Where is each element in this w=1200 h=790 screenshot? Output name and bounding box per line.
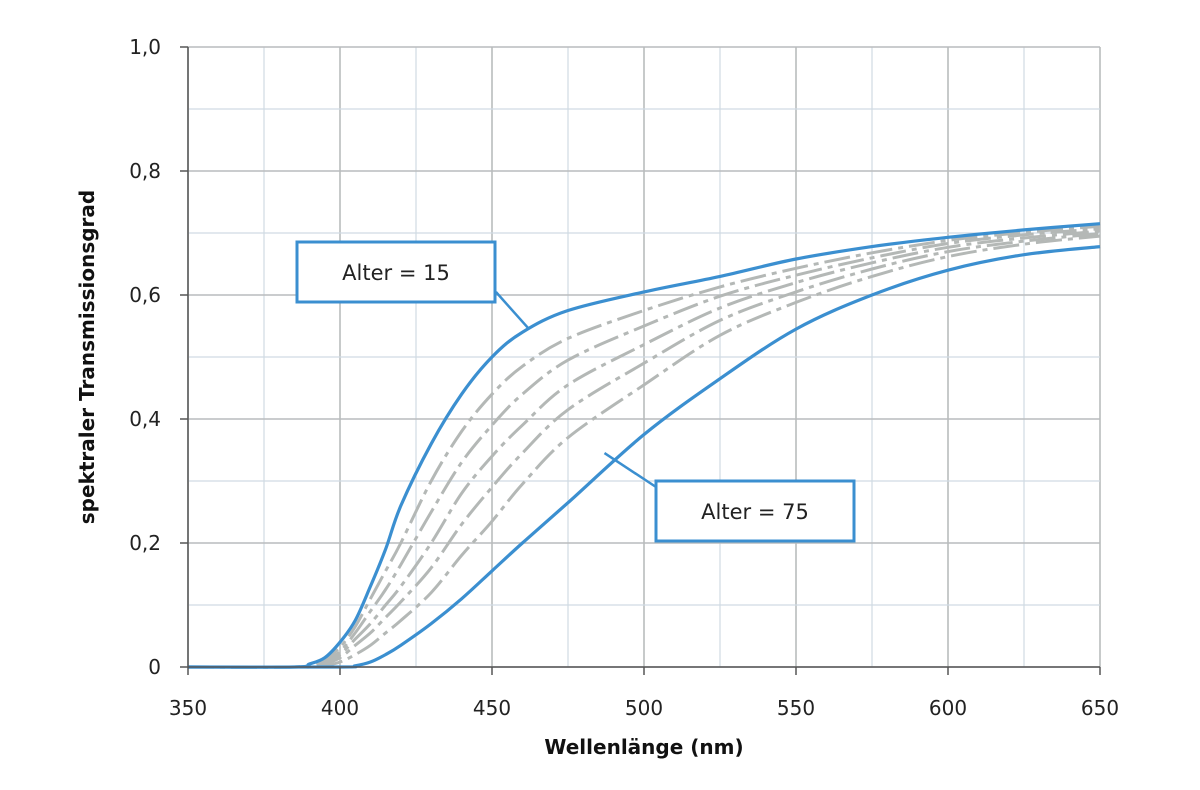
x-axis-title: Wellenlänge (nm) bbox=[544, 735, 743, 759]
y-tick-label: 0,6 bbox=[129, 283, 161, 307]
x-tick-label: 600 bbox=[929, 696, 967, 720]
y-tick-label: 0,2 bbox=[129, 531, 161, 555]
callout-label: Alter = 75 bbox=[701, 500, 809, 524]
grid bbox=[187, 46, 1101, 668]
series-line-highlight bbox=[187, 222, 1101, 669]
x-tick-label: 400 bbox=[321, 696, 359, 720]
x-tick-labels: 350 400 450 500 550 600 650 bbox=[169, 667, 1119, 720]
x-tick-label: 450 bbox=[473, 696, 511, 720]
x-tick-label: 500 bbox=[625, 696, 663, 720]
callout-box bbox=[295, 240, 497, 304]
series-line-highlight bbox=[187, 245, 1101, 669]
series-layer bbox=[187, 222, 1101, 669]
y-tick-labels: 0 0,2 0,4 0,6 0,8 1,0 bbox=[129, 35, 188, 679]
callout-label: Alter = 15 bbox=[342, 261, 450, 285]
y-tick-label: 0 bbox=[148, 655, 161, 679]
annotations: Alter = 15 Alter = 75 bbox=[295, 240, 856, 543]
series-line-intermediate bbox=[187, 232, 1101, 669]
x-tick-label: 550 bbox=[777, 696, 815, 720]
y-axis-title: spektraler Transmissionsgrad bbox=[75, 190, 99, 524]
y-tick-label: 1,0 bbox=[129, 35, 161, 59]
x-tick-label: 350 bbox=[169, 696, 207, 720]
series-line-intermediate bbox=[187, 229, 1101, 669]
callout-leader bbox=[603, 452, 657, 489]
series-line-intermediate bbox=[187, 234, 1101, 669]
y-tick-label: 0,4 bbox=[129, 407, 161, 431]
x-tick-label: 650 bbox=[1081, 696, 1119, 720]
callout-box bbox=[654, 479, 856, 543]
callout-leader bbox=[495, 291, 530, 330]
y-tick-label: 0,8 bbox=[129, 159, 161, 183]
